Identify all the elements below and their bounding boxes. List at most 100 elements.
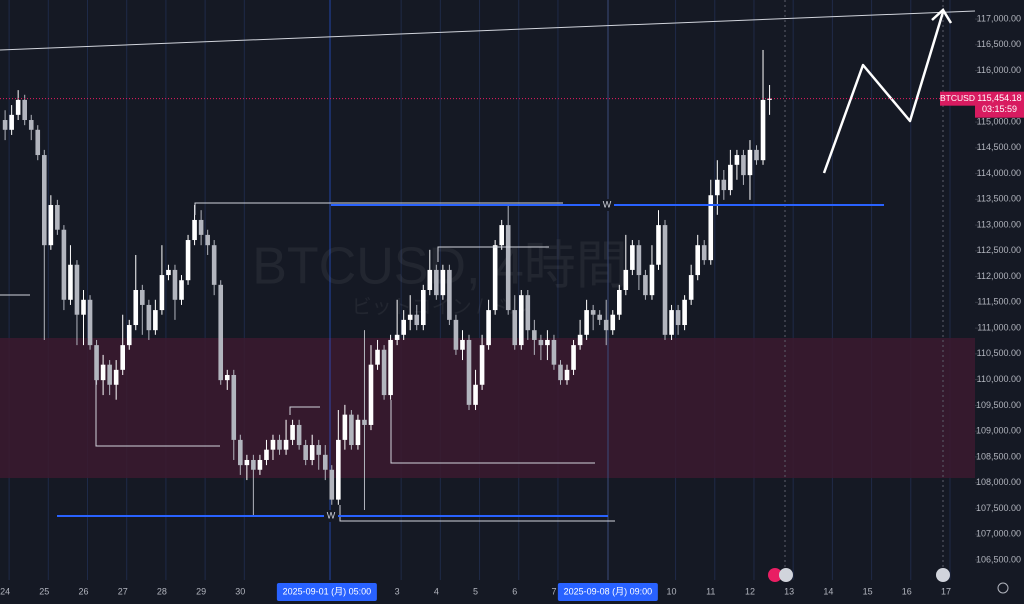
candle-body [126, 325, 132, 346]
candle-body [394, 334, 400, 340]
candle-body [440, 269, 446, 296]
x-tick-label: 4 [434, 586, 439, 596]
time-axis [0, 580, 1024, 604]
candle-body [113, 369, 119, 385]
candle-body [355, 419, 361, 446]
candle-body [179, 280, 184, 300]
candle-body [767, 98, 772, 100]
candle-body [277, 439, 282, 450]
candle-body [701, 245, 707, 261]
candle-body [427, 269, 433, 290]
candle-body [153, 310, 158, 331]
candle-body [159, 275, 165, 311]
candle-body [342, 414, 348, 440]
candle-body [754, 149, 759, 161]
candle-body [636, 245, 642, 276]
candle-body [238, 439, 243, 466]
settings-button[interactable] [997, 582, 1009, 594]
y-tick-label: 113,500.00 [977, 194, 1021, 204]
event-icon[interactable] [779, 568, 793, 582]
candle-body [205, 234, 210, 246]
candle-body [512, 310, 518, 346]
level-line [437, 246, 549, 262]
x-tick-label: 3 [395, 586, 400, 596]
candle-body [610, 314, 616, 331]
candle-body [9, 114, 14, 130]
event-icon[interactable] [936, 568, 950, 582]
x-tick-label: 6 [512, 586, 517, 596]
candle-body [198, 219, 204, 235]
y-tick-label: 115,000.00 [977, 116, 1021, 126]
event-icon[interactable] [768, 568, 782, 582]
watermark-sub: ビットコイン / ドル [352, 295, 529, 318]
candle-body [133, 290, 139, 326]
y-tick-label: 116,000.00 [977, 65, 1021, 75]
x-tick-label: 30 [235, 586, 245, 596]
x-tick-label: 5 [473, 586, 478, 596]
candle-body [695, 245, 701, 276]
candle-body [375, 349, 380, 365]
candle-body [728, 164, 733, 191]
drawings [0, 8, 976, 522]
price-tag-label: 115,454.18 [977, 93, 1021, 103]
candle-body [453, 319, 459, 350]
candle-body [760, 99, 766, 161]
candle-body [564, 369, 570, 381]
y-tick-label: 108,000.00 [976, 477, 1021, 487]
candle-body [558, 364, 563, 381]
candle-body [218, 284, 224, 381]
x-tick-label: 7 [551, 586, 556, 596]
level-line [289, 406, 320, 415]
candle-body [473, 384, 478, 405]
y-tick-label: 112,500.00 [977, 245, 1021, 255]
candle-body [492, 245, 498, 311]
candle-body [74, 264, 80, 315]
candle-body [597, 314, 603, 320]
watermark: BTCUSD, 4時間 [252, 238, 628, 296]
candle-body [336, 439, 341, 500]
candle-body [734, 155, 740, 165]
crosshair-box [557, 583, 658, 601]
y-tick-label: 114,000.00 [977, 168, 1021, 178]
candle-body [656, 225, 661, 265]
y-tick-label: 109,500.00 [976, 400, 1021, 410]
candle-body [675, 310, 681, 326]
y-tick-label: 107,000.00 [976, 529, 1021, 539]
candle-body [35, 129, 41, 156]
candle-body [283, 439, 289, 450]
candle-body [61, 229, 67, 300]
candle-body [303, 445, 308, 460]
x-tick-label: 28 [157, 586, 167, 596]
candle-body [420, 290, 426, 326]
candle-body [94, 345, 99, 381]
candle-body [349, 414, 354, 446]
candle-body [545, 339, 550, 346]
x-tick-label: 29 [196, 586, 206, 596]
candle-body [2, 120, 8, 130]
countdown-label: 03:15:59 [982, 104, 1017, 114]
arrow-head [931, 8, 953, 24]
y-tick-label: 117,000.00 [977, 13, 1021, 23]
y-tick-label: 111,500.00 [977, 297, 1021, 307]
y-tick-label: 116,500.00 [977, 39, 1021, 49]
candle-body [120, 345, 126, 370]
candle-body [518, 295, 524, 346]
candle-body [28, 120, 34, 130]
candle-body [172, 269, 178, 300]
candle-body [264, 449, 269, 460]
candle-body [185, 240, 191, 281]
candle-body [630, 245, 635, 270]
candle-body [643, 275, 648, 296]
candle-body [505, 225, 511, 311]
y-tick-label: 110,000.00 [977, 374, 1021, 384]
trend-line [0, 10, 976, 51]
candle-body [447, 269, 452, 320]
x-tick-label: 25 [39, 586, 49, 596]
candle-body [257, 459, 263, 470]
candle-body [231, 374, 237, 440]
candle-body [708, 195, 714, 261]
candle-body [22, 99, 27, 121]
candle-body [466, 339, 472, 405]
